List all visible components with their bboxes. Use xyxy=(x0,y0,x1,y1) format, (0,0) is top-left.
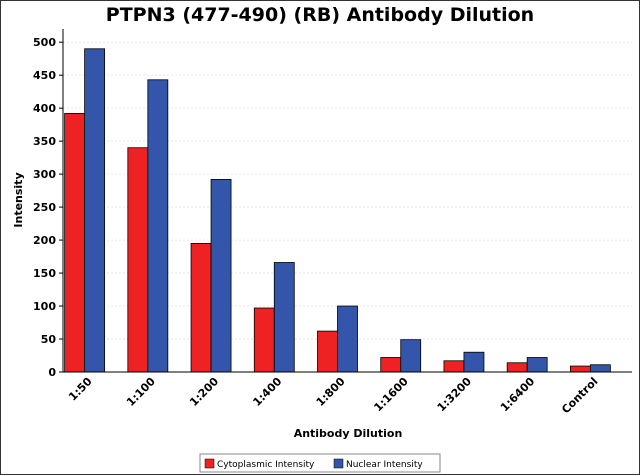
x-tick-label: 1:1600 xyxy=(371,375,411,415)
x-tick-label: 1:3200 xyxy=(435,375,475,415)
x-tick-label: Control xyxy=(559,375,600,416)
y-tick-label: 200 xyxy=(33,234,56,247)
bar-nuclear xyxy=(526,357,548,373)
y-tick-label: 400 xyxy=(33,102,56,115)
bar-nuclear xyxy=(273,262,295,373)
legend-swatch-nuclear xyxy=(333,458,344,469)
y-tick-label: 0 xyxy=(48,366,56,379)
bar-nuclear xyxy=(337,305,358,373)
y-tick-label: 350 xyxy=(33,135,56,148)
x-axis-label: Antibody Dilution xyxy=(294,427,403,440)
y-tick-label: 250 xyxy=(33,201,56,214)
legend: Cytoplasmic Intensity Nuclear Intensity xyxy=(199,453,441,473)
x-tick-label: 1:800 xyxy=(314,375,348,409)
x-tick-label: 1:200 xyxy=(187,375,221,409)
x-tick-label: 1:100 xyxy=(124,375,158,409)
y-tick-label: 300 xyxy=(33,168,56,181)
bar-cytoplasmic xyxy=(380,357,402,373)
y-tick-label: 450 xyxy=(33,69,56,82)
bar-cytoplasmic xyxy=(569,365,591,373)
bar-cytoplasmic xyxy=(443,360,465,373)
legend-label-nuclear: Nuclear Intensity xyxy=(346,460,423,470)
bar-nuclear xyxy=(400,339,422,373)
legend-swatch-cytoplasmic xyxy=(204,458,215,469)
bar-nuclear xyxy=(147,79,169,373)
bar-cytoplasmic xyxy=(127,147,149,373)
bar-nuclear xyxy=(463,351,485,373)
bar-nuclear xyxy=(84,48,106,373)
bar-cytoplasmic xyxy=(317,330,338,373)
bar-nuclear xyxy=(210,178,232,373)
bar-cytoplasmic xyxy=(64,113,86,373)
legend-box xyxy=(199,453,441,473)
bar-cytoplasmic xyxy=(190,242,212,373)
y-tick-label: 50 xyxy=(41,333,57,346)
y-tick-label: 500 xyxy=(33,36,56,49)
bar-cytoplasmic xyxy=(506,362,528,373)
bar-cytoplasmic xyxy=(253,307,275,373)
chart-title: PTPN3 (477-490) (RB) Antibody Dilution xyxy=(106,4,534,26)
y-axis-label: Intensity xyxy=(12,172,25,227)
y-tick-label: 150 xyxy=(33,267,56,280)
bar-nuclear xyxy=(589,364,611,373)
bars xyxy=(64,48,611,373)
y-axis-ticks: 0 50 100 150 200 250 300 350 400 450 500 xyxy=(33,36,63,379)
x-tick-label: 1:6400 xyxy=(498,375,538,415)
y-tick-label: 100 xyxy=(33,300,56,313)
legend-label-cytoplasmic: Cytoplasmic Intensity xyxy=(217,460,315,470)
x-tick-label: 1:400 xyxy=(250,375,284,409)
x-axis-ticks: 1:50 1:100 1:200 1:400 1:800 1:1600 1:3200 1:64… xyxy=(66,375,600,417)
x-tick-label: 1:50 xyxy=(66,375,95,404)
